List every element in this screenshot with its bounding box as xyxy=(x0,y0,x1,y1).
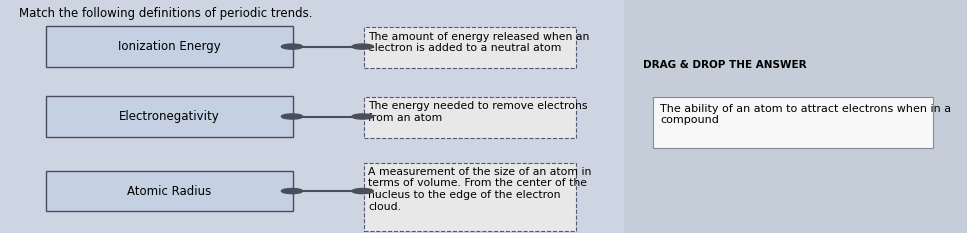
Text: Atomic Radius: Atomic Radius xyxy=(127,185,212,198)
Text: The energy needed to remove electrons
from an atom: The energy needed to remove electrons fr… xyxy=(368,102,588,123)
Circle shape xyxy=(352,114,373,119)
FancyBboxPatch shape xyxy=(364,163,576,231)
FancyBboxPatch shape xyxy=(653,97,933,148)
Circle shape xyxy=(352,188,373,194)
Circle shape xyxy=(281,44,303,49)
FancyBboxPatch shape xyxy=(45,96,292,137)
Text: A measurement of the size of an atom in
terms of volume. From the center of the
: A measurement of the size of an atom in … xyxy=(368,167,592,212)
FancyBboxPatch shape xyxy=(364,97,576,138)
Text: The ability of an atom to attract electrons when in a
compound: The ability of an atom to attract electr… xyxy=(660,104,952,125)
Text: The amount of energy released when an
electron is added to a neutral atom: The amount of energy released when an el… xyxy=(368,31,590,53)
FancyBboxPatch shape xyxy=(45,171,292,212)
FancyBboxPatch shape xyxy=(45,26,292,67)
Circle shape xyxy=(281,188,303,194)
Circle shape xyxy=(281,114,303,119)
Text: Electronegativity: Electronegativity xyxy=(119,110,220,123)
Circle shape xyxy=(352,44,373,49)
Text: Ionization Energy: Ionization Energy xyxy=(118,40,220,53)
FancyBboxPatch shape xyxy=(624,0,967,233)
Text: Match the following definitions of periodic trends.: Match the following definitions of perio… xyxy=(19,7,313,20)
FancyBboxPatch shape xyxy=(364,27,576,68)
Text: DRAG & DROP THE ANSWER: DRAG & DROP THE ANSWER xyxy=(643,60,806,70)
